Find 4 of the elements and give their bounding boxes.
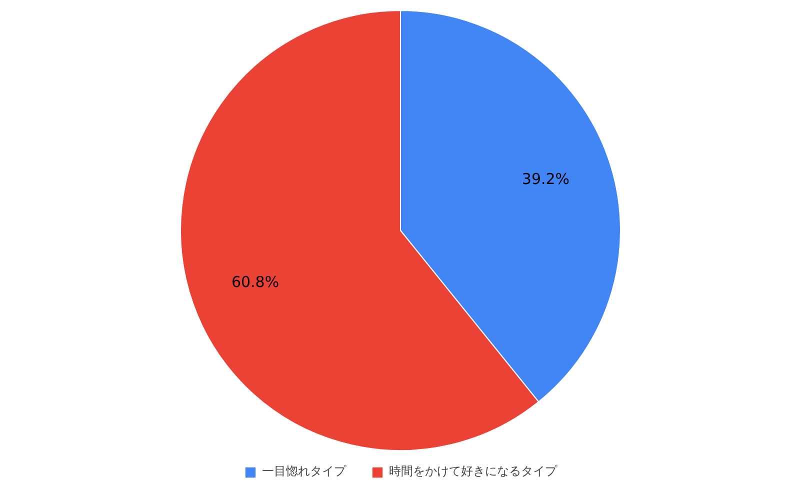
legend-label: 一目惚れタイプ [262, 463, 346, 480]
data-label: 60.8% [231, 272, 280, 291]
legend-label: 時間をかけて好きになるタイプ [389, 463, 557, 480]
data-label: 39.2% [522, 170, 570, 188]
